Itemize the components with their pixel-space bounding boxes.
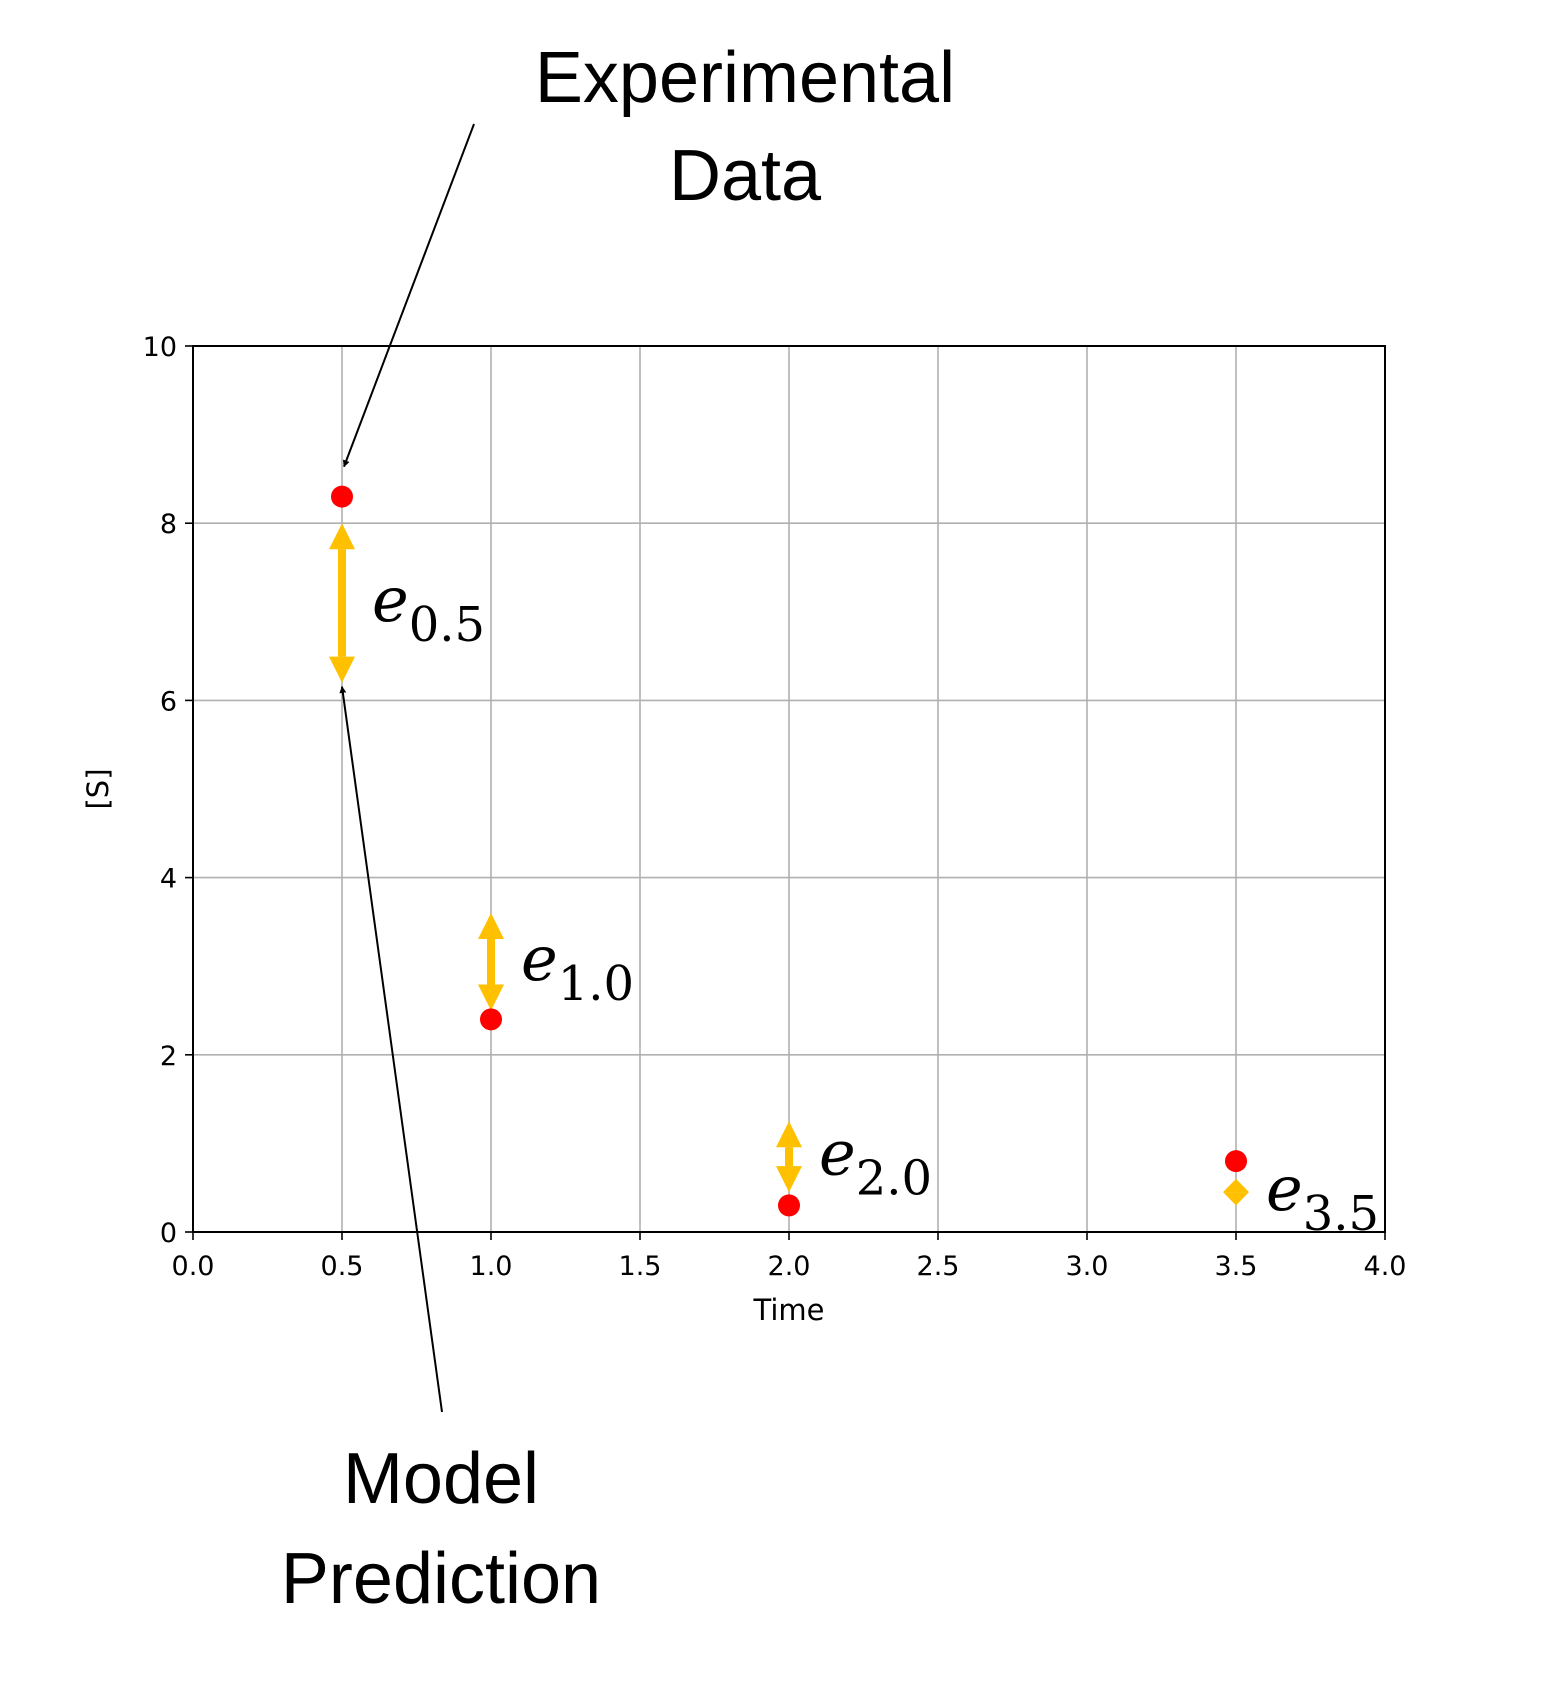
grid	[192, 345, 1386, 1233]
error-label-subscript: 3.5	[1303, 1186, 1379, 1242]
y-tick-label: 8	[160, 509, 177, 540]
model-prediction-annotation: Model Prediction	[281, 1439, 601, 1619]
y-tick-label: 6	[160, 686, 177, 717]
x-tick-label: 1.0	[470, 1251, 513, 1282]
y-tick-label: 2	[160, 1041, 177, 1072]
error-arrow	[776, 1121, 802, 1193]
error-label: e1.0	[521, 922, 634, 1012]
error-label: e3.5	[1266, 1152, 1379, 1242]
annotation-line: Prediction	[281, 1539, 601, 1619]
x-axis-title: Time	[753, 1293, 825, 1327]
error-arrow	[478, 913, 504, 1011]
experimental-point	[480, 1008, 502, 1031]
error-arrow-head	[776, 1121, 802, 1148]
axis-ticks: 0.0 0.5 1.0 1.5 2.0 2.5 3.0 3.5 4.0 0 2 4 6 8 10	[143, 332, 1407, 1282]
y-tick-label: 4	[160, 864, 177, 895]
error-arrow	[1223, 1178, 1249, 1206]
error-arrow-head	[478, 984, 504, 1011]
error-label-base: e	[1266, 1152, 1303, 1225]
x-tick-label: 4.0	[1364, 1251, 1407, 1282]
error-arrow	[329, 523, 355, 683]
error-label: e0.5	[372, 563, 485, 653]
annotation-line: Data	[669, 136, 822, 216]
annotation-line: Model	[343, 1439, 539, 1519]
model-prediction-arrow	[339, 685, 443, 1413]
experimental-point	[778, 1194, 800, 1217]
plot-frame	[192, 345, 1386, 1233]
error-label-subscript: 0.5	[409, 597, 485, 653]
experimental-data-arrow	[342, 123, 475, 468]
error-arrow-head	[329, 656, 355, 683]
error-label-base: e	[819, 1117, 856, 1190]
y-tick-label: 10	[143, 332, 177, 363]
error-label-base: e	[521, 922, 558, 995]
error-arrow-head	[1223, 1192, 1249, 1206]
error-arrow-head	[776, 1166, 802, 1193]
chart-marks: e0.5e1.0e2.0 e3.5	[329, 485, 1379, 1242]
error-arrow-head	[478, 913, 504, 940]
x-tick-label: 3.5	[1215, 1251, 1258, 1282]
error-label-base: e	[372, 563, 409, 636]
error-label-subscript: 1.0	[558, 956, 634, 1012]
annotations: Experimental Data Model Prediction	[281, 38, 955, 1619]
error-arrow-head	[1223, 1178, 1249, 1193]
x-tick-label: 2.5	[917, 1251, 960, 1282]
x-tick-label: 2.0	[768, 1251, 811, 1282]
annotation-line: Experimental	[535, 38, 955, 118]
x-tick-label: 3.0	[1066, 1251, 1109, 1282]
x-tick-label: 1.5	[619, 1251, 662, 1282]
error-arrow-head	[329, 523, 355, 550]
x-tick-label: 0.5	[321, 1251, 364, 1282]
experimental-data-annotation: Experimental Data	[535, 38, 955, 216]
y-axis-title: [S]	[81, 768, 115, 809]
y-tick-label: 0	[160, 1218, 177, 1249]
error-label-subscript: 2.0	[856, 1151, 932, 1207]
error-label: e2.0	[819, 1117, 932, 1207]
x-tick-label: 0.0	[172, 1251, 215, 1282]
experimental-point	[1225, 1150, 1247, 1173]
experimental-point	[331, 485, 353, 508]
